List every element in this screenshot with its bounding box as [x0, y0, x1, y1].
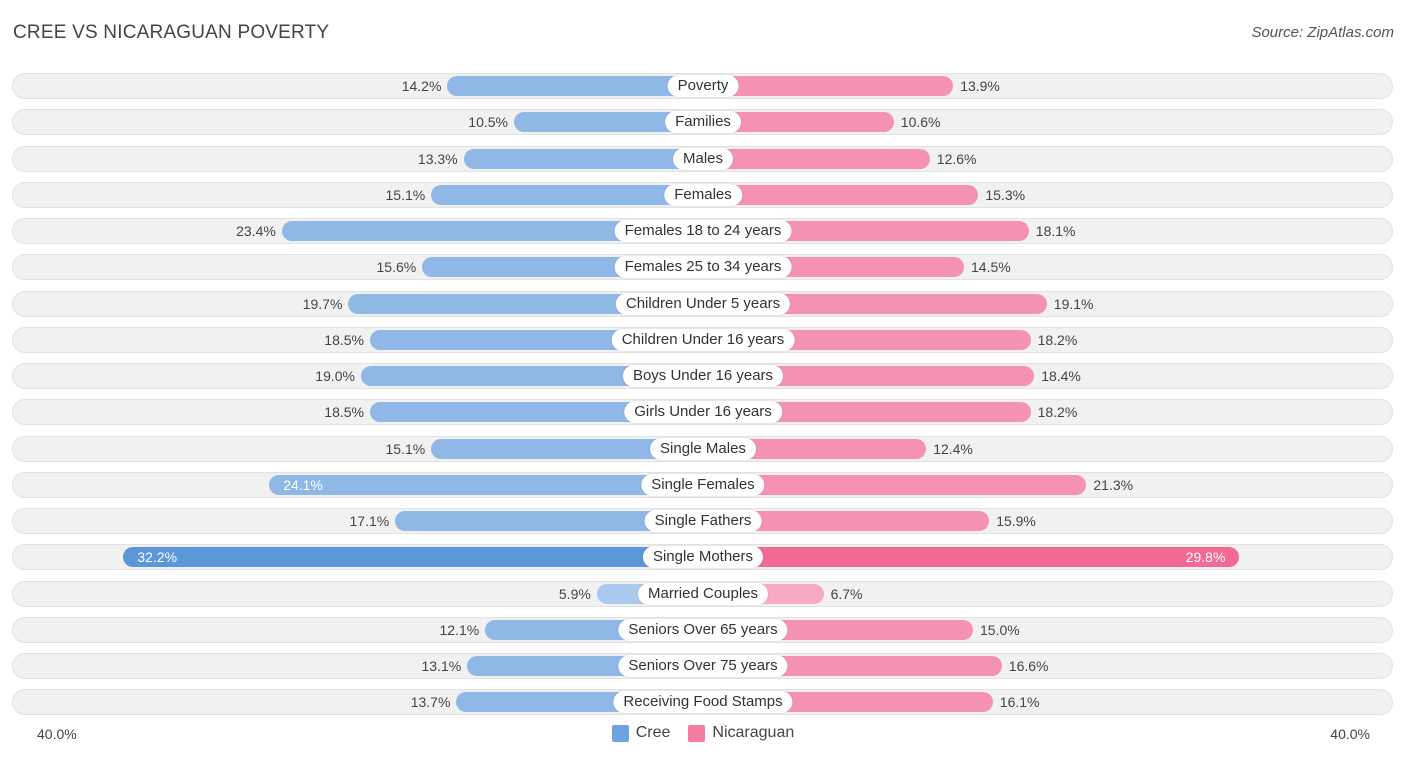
value-label-cree: 18.5%	[324, 404, 364, 421]
value-label-cree: 13.7%	[410, 694, 451, 711]
category-label: Single Mothers	[642, 546, 764, 569]
category-label: Children Under 5 years	[615, 292, 791, 315]
legend-label-nicaraguan: Nicaraguan	[712, 724, 795, 741]
bar-cree[interactable]	[123, 547, 703, 568]
value-label-nicaraguan: 15.3%	[985, 186, 1026, 203]
bar-cree[interactable]	[463, 148, 703, 169]
value-label-cree: 13.1%	[421, 658, 462, 674]
bar-nicaraguan[interactable]	[703, 474, 1087, 495]
category-label: Single Males	[650, 437, 756, 460]
category-label: Poverty	[667, 75, 739, 97]
value-label-cree: 19.7%	[302, 295, 343, 312]
value-label-cree: 13.3%	[417, 150, 458, 167]
value-label-cree: 15.6%	[376, 259, 417, 276]
bar-cree[interactable]	[269, 474, 703, 495]
legend-item-nicaraguan[interactable]: Nicaraguan	[688, 724, 794, 742]
value-label-cree: 15.1%	[385, 440, 426, 457]
bar-nicaraguan[interactable]	[703, 76, 954, 96]
legend: Cree Nicaraguan	[0, 724, 1406, 742]
category-label: Boys Under 16 years	[622, 365, 784, 387]
bar-cree[interactable]	[281, 221, 703, 241]
value-label-cree: 32.2%	[137, 549, 178, 566]
legend-item-cree[interactable]: Cree	[611, 724, 671, 742]
value-label-cree: 23.4%	[236, 223, 276, 239]
chart-title: CREE VS NICARAGUAN POVERTY	[13, 22, 330, 43]
value-label-nicaraguan: 14.5%	[971, 259, 1011, 276]
category-label: Single Fathers	[644, 510, 762, 532]
value-label-nicaraguan: 10.6%	[900, 114, 941, 131]
category-label: Girls Under 16 years	[624, 401, 782, 424]
value-label-cree: 18.5%	[324, 331, 364, 348]
bar-nicaraguan[interactable]	[703, 112, 894, 133]
value-label-nicaraguan: 15.0%	[980, 621, 1020, 638]
bar-cree[interactable]	[447, 76, 703, 96]
category-label: Females 18 to 24 years	[614, 220, 792, 242]
value-label-cree: 10.5%	[468, 114, 508, 131]
value-label-nicaraguan: 18.1%	[1035, 223, 1076, 239]
value-label-cree: 15.1%	[385, 186, 426, 203]
value-label-nicaraguan: 19.1%	[1053, 295, 1094, 312]
value-label-nicaraguan: 6.7%	[830, 585, 863, 602]
legend-swatch-cree	[611, 724, 629, 742]
bar-nicaraguan[interactable]	[703, 366, 1035, 386]
value-label-nicaraguan: 21.3%	[1093, 476, 1134, 493]
bar-cree[interactable]	[395, 511, 703, 531]
value-label-nicaraguan: 16.1%	[999, 694, 1040, 711]
bar-cree[interactable]	[514, 112, 703, 133]
value-label-cree: 17.1%	[349, 513, 390, 529]
value-label-nicaraguan: 18.2%	[1037, 404, 1078, 421]
category-label: Families	[665, 111, 741, 134]
value-label-nicaraguan: 15.9%	[996, 513, 1036, 529]
source-note: Source: ZipAtlas.com	[1251, 24, 1394, 41]
category-label: Seniors Over 75 years	[618, 655, 788, 677]
bar-cree[interactable]	[370, 402, 703, 423]
legend-swatch-nicaraguan	[688, 724, 706, 742]
bar-cree[interactable]	[431, 184, 703, 205]
bar-cree[interactable]	[348, 293, 703, 314]
value-label-nicaraguan: 13.9%	[960, 78, 1000, 94]
value-label-cree: 12.1%	[439, 621, 480, 638]
value-label-nicaraguan: 16.6%	[1008, 658, 1049, 674]
bar-nicaraguan[interactable]	[703, 547, 1240, 568]
category-label: Seniors Over 65 years	[618, 618, 788, 641]
category-label: Males	[672, 147, 734, 170]
value-label-nicaraguan: 12.6%	[936, 150, 977, 167]
bar-nicaraguan[interactable]	[703, 402, 1031, 423]
category-label: Females 25 to 34 years	[614, 256, 792, 279]
bar-cree[interactable]	[431, 438, 703, 459]
value-label-cree: 24.1%	[283, 476, 323, 493]
axis-right-label: 40.0%	[1330, 726, 1370, 742]
value-label-cree: 19.0%	[315, 368, 355, 384]
bar-cree[interactable]	[361, 366, 703, 386]
value-label-cree: 14.2%	[401, 78, 442, 94]
value-label-nicaraguan: 12.4%	[933, 440, 973, 457]
value-label-cree: 5.9%	[558, 585, 591, 602]
axis-left-label: 40.0%	[37, 726, 77, 742]
value-label-nicaraguan: 18.2%	[1037, 331, 1078, 348]
legend-label-cree: Cree	[635, 724, 671, 741]
bar-nicaraguan[interactable]	[703, 184, 979, 205]
value-label-nicaraguan: 29.8%	[1185, 549, 1226, 566]
category-label: Children Under 16 years	[611, 328, 795, 351]
category-label: Married Couples	[637, 582, 769, 605]
bar-nicaraguan[interactable]	[703, 438, 927, 459]
category-label: Single Females	[641, 473, 765, 496]
category-label: Receiving Food Stamps	[613, 691, 793, 714]
category-label: Females	[664, 183, 742, 206]
value-label-nicaraguan: 18.4%	[1041, 368, 1081, 384]
bar-nicaraguan[interactable]	[703, 511, 990, 531]
bar-nicaraguan[interactable]	[703, 148, 930, 169]
